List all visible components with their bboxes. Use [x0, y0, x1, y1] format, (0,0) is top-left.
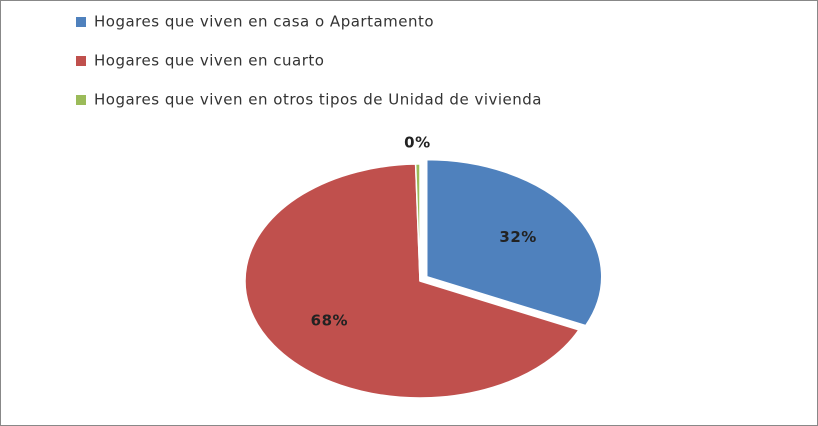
data-label: 68%	[311, 311, 348, 329]
pie-slice	[244, 163, 581, 399]
legend-label: Hogares que viven en otros tipos de Unid…	[94, 91, 542, 109]
legend-swatch	[76, 56, 86, 66]
legend-swatch	[76, 17, 86, 27]
legend-label: Hogares que viven en cuarto	[94, 52, 324, 70]
legend-swatch	[76, 95, 86, 105]
legend-label: Hogares que viven en casa o Apartamento	[94, 13, 434, 31]
data-label: 0%	[404, 133, 430, 151]
pie-slice	[414, 163, 421, 282]
pie-slice	[425, 158, 603, 327]
data-label: 32%	[499, 228, 536, 246]
